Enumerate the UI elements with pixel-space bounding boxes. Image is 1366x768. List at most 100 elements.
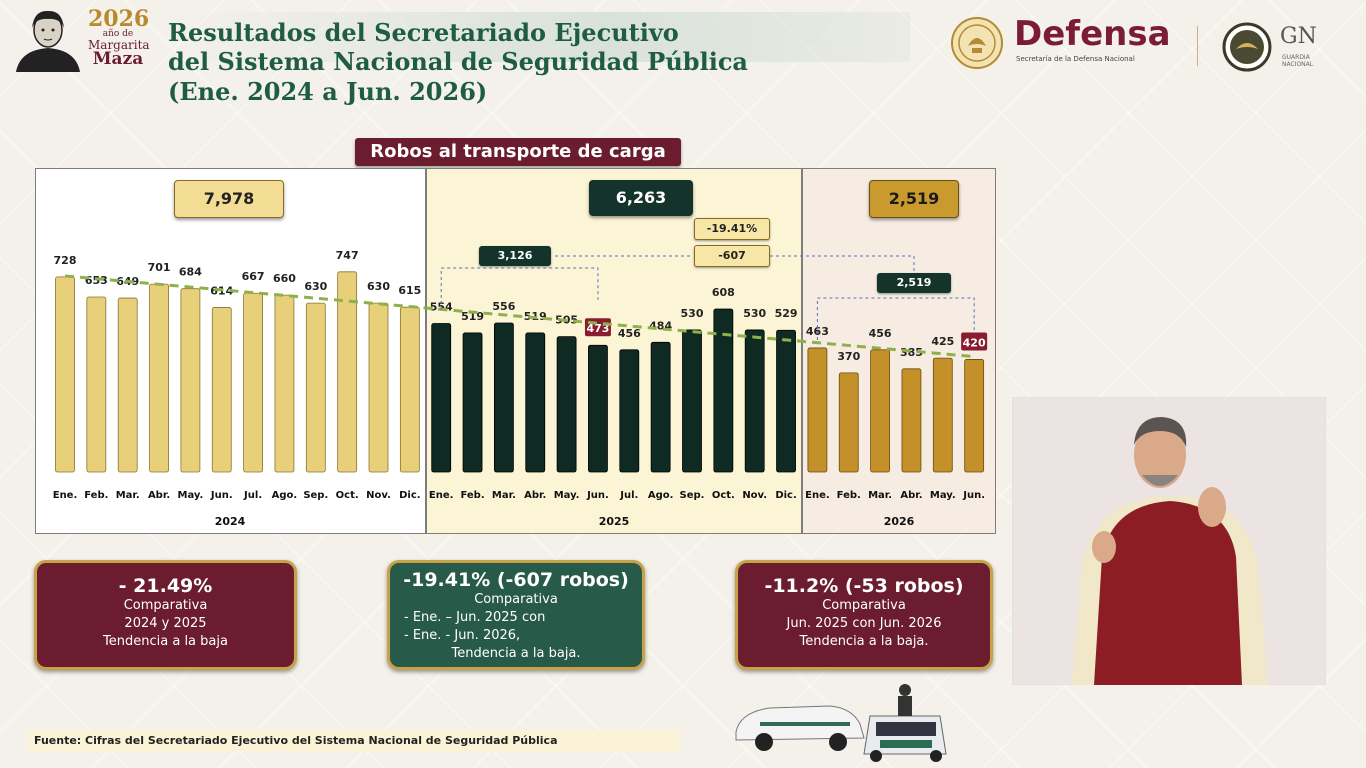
summary3-line3: Tendencia a la baja. (799, 634, 929, 649)
half-2026-box: 2,519 (877, 273, 951, 293)
bar-2024-11 (399, 306, 420, 473)
value-label-2026-2: 456 (869, 327, 892, 340)
portrait-logo (16, 10, 80, 72)
tick-label-2026-4: May. (930, 490, 956, 501)
tick-label-2025-1: Feb. (460, 490, 484, 501)
highlight-badge-2026 (961, 332, 988, 351)
tick-label-2026-5: Jun. (962, 490, 985, 501)
total-2024-box: 7,978 (174, 180, 284, 218)
tick-label-2025-11: Dic. (775, 490, 796, 501)
year-logo-name2: Maza (92, 49, 144, 69)
summary3-line1: Comparativa (822, 598, 906, 613)
change-abs-box: -607 (694, 245, 770, 267)
defensa-logo-text: Defensa (1014, 14, 1171, 54)
patrol-vehicles-illustration (735, 684, 947, 762)
national-seal-icon (951, 17, 1003, 69)
tick-label-2024-11: Dic. (399, 490, 420, 501)
value-label-2024-4: 684 (179, 266, 202, 279)
page-title-line3: (Ene. 2024 a Jun. 2026) (168, 77, 488, 106)
tick-label-2025-3: Abr. (524, 490, 546, 501)
panel-2026 (802, 168, 996, 534)
year-label-2024: 2024 (215, 515, 246, 528)
bar-2025-3 (525, 332, 546, 473)
bar-2025-2 (493, 322, 514, 473)
bracket-2026-half (816, 297, 975, 340)
value-label-2025-5: 473 (586, 322, 609, 335)
bar-2025-11 (776, 329, 796, 473)
total-2025-box: 6,263 (589, 180, 693, 216)
bar-2026-1 (838, 372, 859, 473)
bar-2024-8 (305, 302, 326, 473)
bar-2024-7 (274, 294, 295, 473)
summary2-line3: - Ene. - Jun. 2026, (404, 628, 521, 643)
sign-language-interpreter-video (1012, 397, 1326, 685)
value-label-2024-9: 747 (336, 249, 359, 262)
bar-2024-5 (211, 307, 232, 473)
bar-2026-5 (964, 359, 985, 473)
gn-logo-text: GN (1280, 24, 1317, 49)
value-label-2024-10: 630 (367, 280, 390, 293)
value-label-2024-8: 630 (304, 280, 327, 293)
summary2-line2: - Ene. – Jun. 2025 con (404, 610, 546, 625)
year-logo-name1: Margarita (88, 38, 150, 52)
gn-subtitle: GUARDIA NACIONAL (1282, 54, 1314, 68)
value-label-2025-9: 608 (712, 286, 735, 299)
change-pct-box: -19.41% (694, 218, 770, 240)
summary1-line3: Tendencia a la baja (103, 634, 228, 649)
bar-2024-4 (180, 288, 201, 473)
tick-label-2025-7: Ago. (648, 490, 674, 501)
bar-2026-4 (932, 357, 953, 473)
bar-2024-10 (368, 302, 389, 473)
value-label-2025-10: 530 (743, 307, 766, 320)
chart-title: Robos al transporte de carga (355, 138, 681, 166)
value-label-2026-4: 425 (931, 335, 954, 348)
tick-label-2024-6: Jul. (243, 490, 262, 501)
tick-label-2025-8: Sep. (680, 490, 705, 501)
half-2025-box: 3,126 (479, 246, 551, 266)
tick-label-2025-9: Oct. (712, 490, 735, 501)
bar-2025-9 (713, 308, 734, 473)
value-label-2026-1: 370 (837, 350, 860, 363)
tick-label-2024-2: Mar. (116, 490, 140, 501)
year-label-2025: 2025 (599, 515, 630, 528)
tick-label-2026-1: Feb. (837, 490, 861, 501)
title-band (160, 12, 910, 62)
bar-2024-6 (243, 292, 264, 473)
summary1-headline: - 21.49% (118, 575, 213, 597)
tick-label-2026-0: Ene. (805, 490, 830, 501)
bar-2025-7 (650, 341, 671, 473)
total-2026-box: 2,519 (869, 180, 959, 218)
tick-label-2025-6: Jul. (619, 490, 638, 501)
value-label-2024-6: 667 (242, 270, 265, 283)
bar-2024-2 (117, 297, 138, 473)
summary1-line2: 2024 y 2025 (124, 616, 207, 631)
summary-box-2024-2025: - 21.49% Comparativa 2024 y 2025 Tendenc… (34, 560, 297, 670)
tick-label-2024-9: Oct. (336, 490, 359, 501)
bar-2026-3 (901, 368, 922, 473)
logo-divider (1197, 26, 1198, 66)
summary1-line1: Comparativa (123, 598, 208, 613)
summary3-line2: Jun. 2025 con Jun. 2026 (786, 616, 942, 631)
connector-right (770, 255, 915, 273)
page-title-line1: Resultados del Secretariado Ejecutivo (168, 18, 679, 47)
summary2-line1: Comparativa (474, 592, 558, 607)
bar-2026-0 (807, 347, 828, 473)
tick-label-2025-5: Jun. (586, 490, 609, 501)
tick-label-2024-5: Jun. (210, 490, 233, 501)
trend-line (64, 274, 975, 359)
tick-label-2026-2: Mar. (868, 490, 892, 501)
value-label-2024-1: 653 (85, 274, 108, 287)
bar-2025-8 (682, 329, 702, 473)
tick-label-2024-8: Sep. (303, 490, 328, 501)
value-label-2024-7: 660 (273, 272, 296, 285)
value-label-2025-1: 519 (461, 310, 484, 323)
value-label-2026-5: 420 (963, 336, 986, 349)
tick-label-2025-10: Nov. (742, 490, 767, 501)
tick-label-2024-1: Feb. (84, 490, 108, 501)
page-title-line2: del Sistema Nacional de Seguridad Públic… (168, 47, 748, 76)
tick-label-2025-0: Ene. (429, 490, 454, 501)
bar-2025-6 (619, 349, 640, 473)
bar-2025-5 (588, 344, 608, 473)
summary-box-june: -11.2% (-53 robos) Comparativa Jun. 2025… (735, 560, 993, 670)
